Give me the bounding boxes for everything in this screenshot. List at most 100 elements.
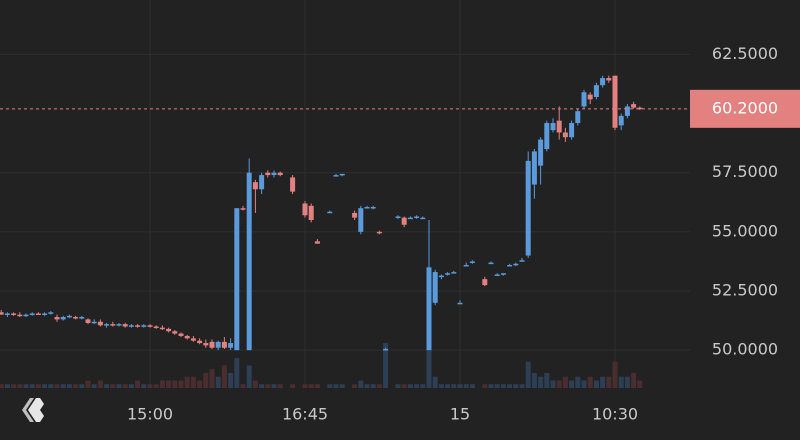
volume-bar xyxy=(159,380,165,388)
candle-body xyxy=(500,273,506,275)
volume-bar xyxy=(29,384,35,388)
candle-body xyxy=(562,132,568,138)
volume-bar xyxy=(277,384,283,388)
label-layer: 50.0000 52.5000 55.0000 57.5000 62.5000 15:00… xyxy=(0,44,800,424)
volume-bar xyxy=(11,384,17,388)
volume-bar xyxy=(358,380,364,388)
candle-body xyxy=(612,75,618,128)
candle-body xyxy=(159,327,165,330)
candle-body xyxy=(556,120,562,133)
volume-bar xyxy=(383,343,389,388)
volume-bar xyxy=(190,376,196,388)
candle-body xyxy=(42,313,48,315)
candle-body xyxy=(302,203,308,216)
candle-body xyxy=(364,207,370,209)
volume-bar xyxy=(494,384,500,388)
candle-body xyxy=(550,123,556,131)
candle-body xyxy=(395,216,401,218)
volume-bar xyxy=(54,384,60,388)
candle-body xyxy=(147,325,153,327)
candle-body xyxy=(624,106,630,116)
price-label-box xyxy=(690,89,800,128)
candle-body xyxy=(240,208,246,210)
y-tick-label: 55.0000 xyxy=(712,221,778,240)
candle-body xyxy=(482,279,488,286)
candle-body xyxy=(376,231,382,234)
volume-bar xyxy=(507,384,513,388)
volume-bar xyxy=(271,384,277,388)
candle-body xyxy=(252,182,258,190)
volume-bar xyxy=(370,384,376,388)
candle-body xyxy=(469,261,475,263)
candle-body xyxy=(11,313,17,315)
candle-body xyxy=(463,264,469,267)
candle-body xyxy=(73,317,79,319)
volume-bar xyxy=(538,376,544,388)
candle-body xyxy=(432,272,438,303)
candle-body xyxy=(631,104,637,108)
candle-body xyxy=(277,172,283,176)
candle-body xyxy=(507,264,513,267)
volume-bar xyxy=(314,384,320,388)
volume-bar xyxy=(519,384,525,388)
candle-body xyxy=(538,139,544,166)
volume-bar xyxy=(407,384,413,388)
price-label: 60.2000 xyxy=(712,98,778,117)
volume-bar xyxy=(60,384,66,388)
candle-body xyxy=(246,172,252,351)
candle-body xyxy=(91,321,97,324)
volume-bar xyxy=(339,384,345,388)
x-tick-label: 15 xyxy=(450,405,470,424)
candle-body xyxy=(494,274,500,276)
volume-bar xyxy=(215,376,221,388)
volume-bar xyxy=(482,384,488,388)
candle-body xyxy=(488,262,494,265)
volume-bar xyxy=(352,384,358,388)
volume-bar xyxy=(637,380,643,388)
candle-body xyxy=(401,217,407,225)
volume-bar xyxy=(463,384,469,388)
volume-bar xyxy=(184,376,190,388)
logo xyxy=(22,398,44,422)
candle-body xyxy=(271,172,277,176)
candle-body xyxy=(141,325,147,327)
volume-bar xyxy=(420,384,426,388)
candle-body xyxy=(153,326,159,328)
volume-bar xyxy=(147,384,153,388)
volume-bar xyxy=(110,384,116,388)
volume-bar xyxy=(500,384,506,388)
volume-bar xyxy=(364,384,370,388)
candle-body xyxy=(407,217,413,220)
candle-body xyxy=(308,205,314,221)
volume-bar xyxy=(624,376,630,388)
y-tick-label: 57.5000 xyxy=(712,162,778,181)
candle-body xyxy=(221,341,227,348)
candle-body xyxy=(383,348,389,351)
volume-bar xyxy=(457,384,463,388)
volume-bar xyxy=(122,384,128,388)
candle-body xyxy=(581,92,587,107)
volume-bar xyxy=(550,380,556,388)
volume-layer xyxy=(0,343,643,388)
candle-body xyxy=(0,312,4,315)
candle-body xyxy=(265,172,271,176)
volume-bar xyxy=(562,376,568,388)
volume-bar xyxy=(426,346,432,388)
candle-body xyxy=(327,211,333,214)
volume-bar xyxy=(531,373,537,388)
volume-bar xyxy=(209,369,215,388)
candle-body xyxy=(166,328,172,332)
volume-bar xyxy=(513,384,519,388)
logo-part xyxy=(22,398,34,422)
volume-bar xyxy=(228,373,234,388)
candle-body xyxy=(79,317,85,319)
x-tick-label: 16:45 xyxy=(282,405,328,424)
volume-bar xyxy=(376,384,382,388)
volume-bar xyxy=(401,384,407,388)
y-tick-label: 62.5000 xyxy=(712,44,778,63)
volume-bar xyxy=(631,373,637,388)
candle-body xyxy=(4,313,10,315)
